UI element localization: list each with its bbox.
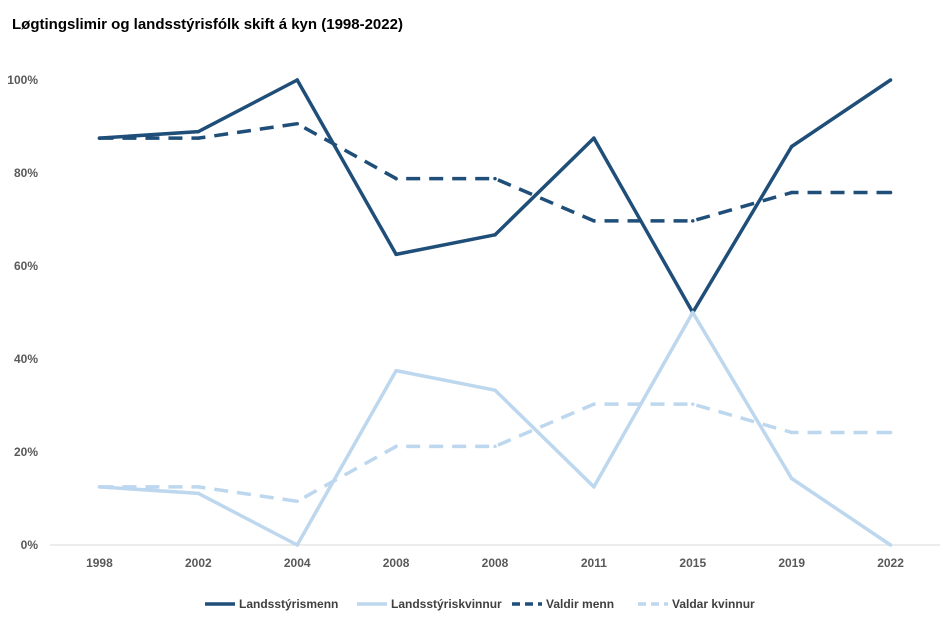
data-point (789, 476, 794, 481)
data-point (493, 388, 497, 392)
x-tick-label: 2015 (679, 556, 706, 570)
data-point (691, 310, 695, 315)
data-point (295, 543, 299, 547)
series-line-4 (99, 402, 891, 504)
data-point (97, 485, 102, 489)
data-point (888, 543, 893, 547)
y-tick-label: 40% (14, 352, 38, 366)
legend-label: Valdir menn (546, 597, 614, 611)
data-point (394, 368, 398, 373)
data-point (691, 402, 695, 406)
data-point (592, 219, 596, 223)
data-point (394, 444, 398, 449)
data-point (493, 444, 497, 449)
data-point (592, 402, 596, 406)
data-point (196, 136, 201, 140)
data-point (394, 176, 398, 181)
data-point (888, 78, 893, 82)
x-tick-label: 1998 (86, 556, 113, 570)
data-point (592, 136, 596, 140)
legend-label: Valdar kvinnur (672, 597, 755, 611)
x-tick-label: 2019 (778, 556, 805, 570)
data-point (789, 144, 794, 149)
x-tick-label: 2008 (482, 556, 509, 570)
y-tick-label: 60% (14, 259, 38, 273)
chart-title: Løgtingslimir og landsstýrisfólk skift á… (12, 16, 403, 33)
legend-label: Landsstýriskvinnur (391, 597, 502, 611)
data-point (888, 190, 893, 195)
series-line-2 (99, 310, 892, 547)
data-point (196, 485, 201, 489)
x-tick-label: 2002 (185, 556, 212, 570)
y-tick-label: 20% (14, 445, 38, 459)
x-tick-label: 2011 (581, 556, 607, 570)
legend-label: Landsstýrismenn (239, 597, 338, 611)
x-tick-label: 2022 (877, 556, 904, 570)
data-point (394, 252, 398, 257)
data-point (691, 219, 695, 223)
y-tick-label: 80% (14, 166, 38, 180)
x-tick-label: 2004 (284, 556, 311, 570)
data-point (295, 499, 299, 504)
data-point (295, 78, 299, 82)
y-tick-label: 0% (21, 538, 39, 552)
data-point (493, 176, 497, 181)
data-point (97, 136, 102, 140)
y-tick-label: 100% (7, 73, 38, 87)
x-tick-label: 2008 (383, 556, 410, 570)
data-point (592, 485, 596, 489)
data-point (196, 129, 201, 134)
data-point (493, 233, 497, 237)
data-point (888, 430, 893, 435)
data-point (789, 190, 794, 195)
data-point (295, 121, 299, 126)
data-point (789, 430, 794, 435)
series-line-1 (99, 78, 892, 315)
series-line-3 (99, 121, 891, 223)
data-point (196, 491, 201, 496)
